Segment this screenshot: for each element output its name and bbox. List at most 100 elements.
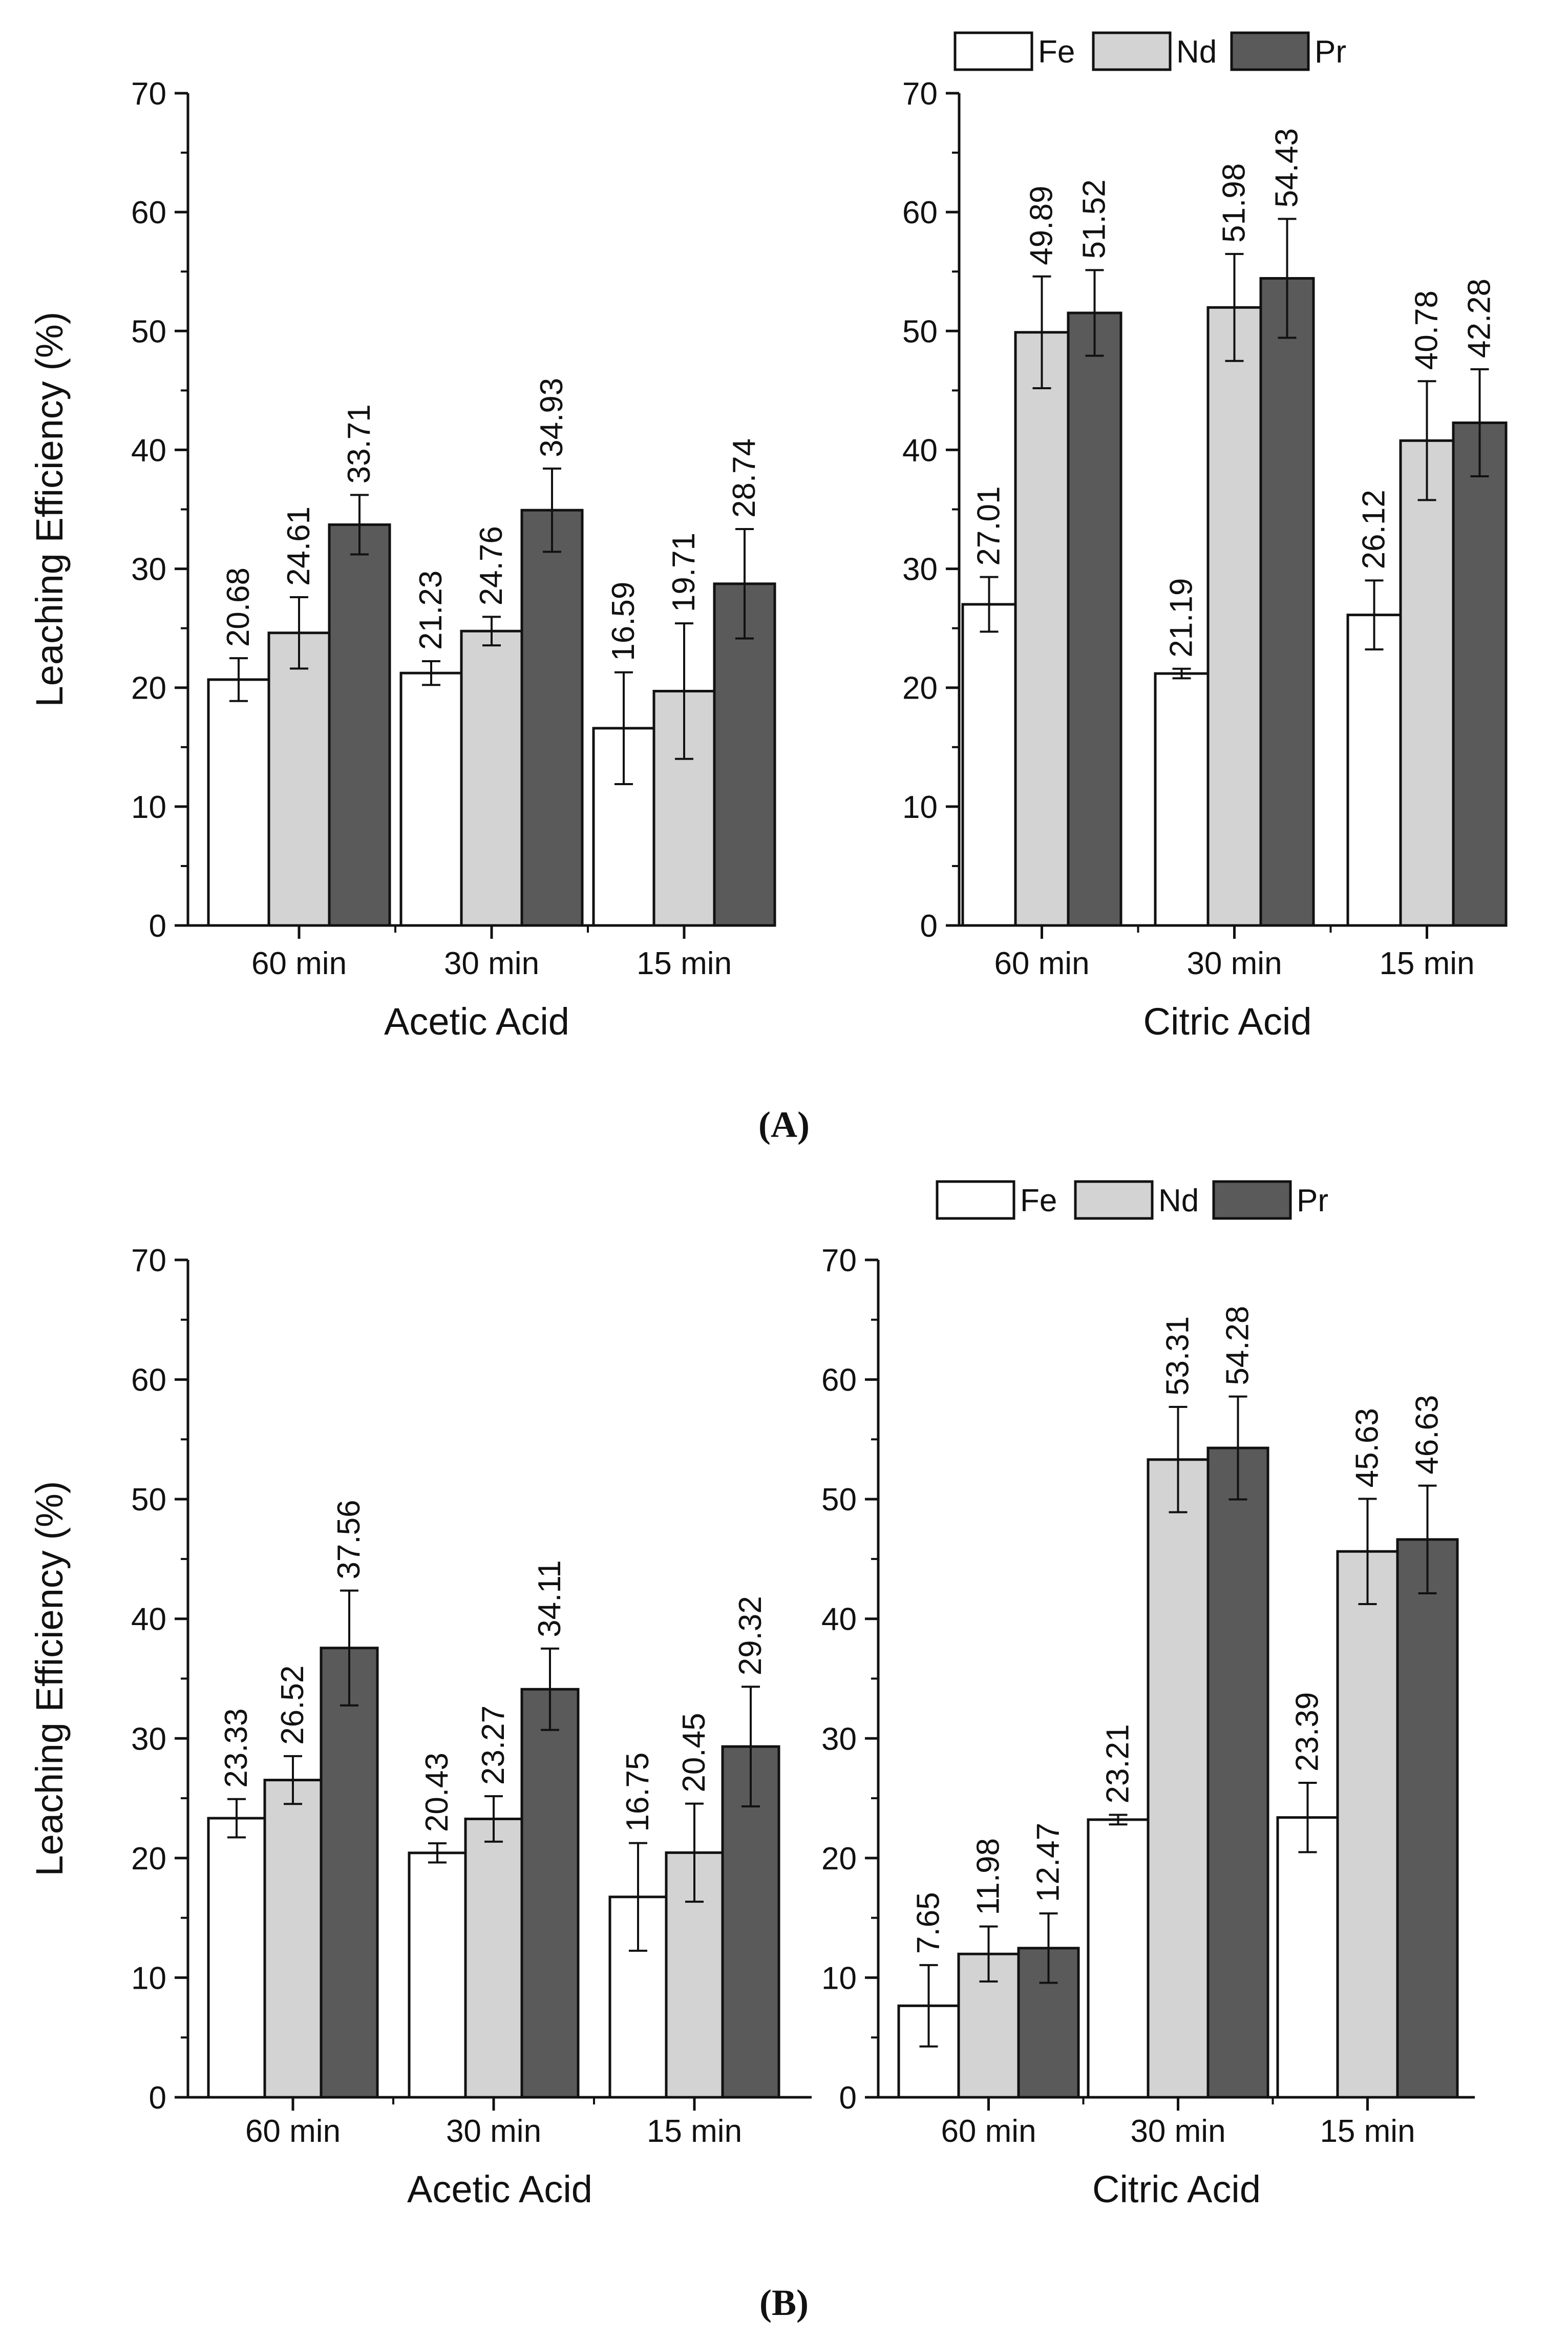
error-bar — [482, 616, 501, 647]
x-axis-title: Citric Acid — [1092, 2168, 1261, 2210]
y-tick-label: 30 — [131, 552, 166, 587]
data-label: 7.65 — [911, 1892, 946, 1954]
error-bar — [422, 660, 440, 686]
error-bar — [1085, 269, 1104, 357]
x-tick-label: 60 min — [245, 2114, 341, 2149]
error-bar — [741, 1686, 760, 1807]
error-bar — [284, 1755, 302, 1805]
x-tick-label: 15 min — [637, 946, 732, 981]
y-tick-label: 40 — [131, 1602, 166, 1637]
legend-swatch-fe — [936, 1180, 1015, 1220]
x-tick-label: 15 min — [1379, 946, 1474, 981]
bar-fe-15min — [1276, 1816, 1339, 2099]
x-axis-title: Acetic Acid — [407, 2168, 592, 2210]
bar-nd-60min — [263, 1779, 323, 2099]
data-label: 33.71 — [342, 404, 377, 483]
data-label: 46.63 — [1410, 1395, 1445, 1475]
y-tick-label: 50 — [821, 1482, 857, 1518]
bar-fe-30min — [408, 1851, 467, 2099]
panel-label-a: (A) — [758, 1104, 810, 1145]
error-bar — [1228, 1395, 1247, 1501]
y-tick-label: 70 — [902, 76, 938, 112]
y-tick-label: 60 — [131, 1363, 166, 1398]
x-axis-title: Acetic Acid — [384, 1000, 569, 1043]
y-tick-label: 40 — [902, 433, 938, 468]
error-bar — [1225, 252, 1244, 362]
error-bar — [1358, 1498, 1377, 1605]
y-tick-label: 10 — [821, 1961, 857, 1996]
legend: Fe Nd Pr — [953, 31, 1346, 71]
error-bar — [1470, 368, 1489, 477]
bar-pr-60min — [1067, 311, 1122, 927]
legend-label-nd: Nd — [1158, 1183, 1199, 1218]
error-bar — [1032, 275, 1051, 389]
chart-panel-a-top-right: 27.01 21.19 26.12 49.89 51.98 40.78 51.52 54.43… — [902, 31, 1508, 1043]
x-tick-label: 15 min — [1320, 2114, 1415, 2149]
y-tick-label: 60 — [902, 195, 938, 230]
error-bar — [979, 1925, 998, 1983]
error-bar — [543, 467, 561, 553]
bar-pr-30min — [1259, 277, 1315, 927]
data-label: 23.27 — [476, 1705, 511, 1785]
data-label: 16.59 — [606, 582, 641, 661]
legend-label-pr: Pr — [1315, 34, 1346, 70]
y-axis-title: Leaching Efficiency (%) — [28, 1481, 71, 1877]
bar-nd-30min — [464, 1817, 523, 2099]
error-bar — [1172, 667, 1191, 680]
data-label: 24.76 — [474, 526, 509, 605]
data-label: 11.98 — [971, 1838, 1006, 1915]
error-bar — [1417, 380, 1436, 501]
error-bar — [484, 1795, 503, 1843]
bar-pr-15min — [1396, 1538, 1459, 2099]
y-tick-label: 50 — [131, 314, 166, 349]
error-bar — [675, 622, 693, 760]
bar-pr-15min — [1452, 422, 1508, 927]
legend-label-pr: Pr — [1297, 1183, 1328, 1218]
data-label: 23.21 — [1100, 1724, 1136, 1803]
y-tick-label: 40 — [131, 433, 166, 468]
y-tick-label: 30 — [821, 1721, 857, 1757]
y-tick-label: 20 — [902, 671, 938, 706]
data-label: 21.23 — [413, 571, 449, 650]
data-label: 45.63 — [1350, 1408, 1385, 1487]
data-label: 16.75 — [620, 1753, 655, 1832]
panel-label-b: (B) — [759, 2282, 809, 2323]
error-bar — [980, 576, 999, 633]
data-label: 53.31 — [1160, 1316, 1196, 1396]
error-bar — [1298, 1781, 1317, 1853]
y-tick-label: 10 — [902, 790, 938, 825]
data-label: 20.45 — [676, 1713, 712, 1792]
error-bar — [350, 494, 369, 556]
y-tick-label: 30 — [131, 1721, 166, 1757]
y-axis-title: Leaching Efficiency (%) — [28, 312, 71, 707]
error-bar — [1418, 1484, 1437, 1594]
data-label: 29.32 — [733, 1596, 768, 1675]
y-tick-label: 50 — [131, 1482, 166, 1518]
error-bar — [428, 1842, 447, 1864]
x-tick-label: 30 min — [1186, 946, 1282, 981]
y-tick-label: 70 — [131, 1243, 166, 1278]
data-label: 51.52 — [1077, 179, 1112, 259]
data-label: 54.28 — [1220, 1306, 1256, 1385]
error-bar — [735, 528, 754, 640]
data-label: 49.89 — [1024, 186, 1060, 265]
legend-swatch-nd — [1092, 31, 1172, 71]
bar-pr-60min — [320, 1647, 379, 2099]
bar-nd-60min — [267, 631, 331, 927]
y-tick-label: 60 — [821, 1363, 857, 1398]
data-label: 20.68 — [221, 567, 256, 647]
x-axis-title: Citric Acid — [1143, 1000, 1312, 1043]
y-tick-label: 20 — [131, 671, 166, 706]
bar-pr-30min — [1206, 1446, 1269, 2099]
error-bar — [1365, 579, 1384, 650]
legend-label-fe: Fe — [1038, 34, 1075, 70]
error-bar — [229, 657, 248, 702]
bar-pr-30min — [520, 509, 584, 927]
data-label: 51.98 — [1217, 163, 1252, 243]
x-tick-label: 30 min — [444, 946, 539, 981]
error-bar — [615, 671, 633, 785]
x-tick-label: 15 min — [647, 2114, 742, 2149]
error-bar — [629, 1842, 647, 1952]
legend-swatch-pr — [1230, 31, 1310, 71]
data-label: 20.43 — [419, 1753, 455, 1832]
